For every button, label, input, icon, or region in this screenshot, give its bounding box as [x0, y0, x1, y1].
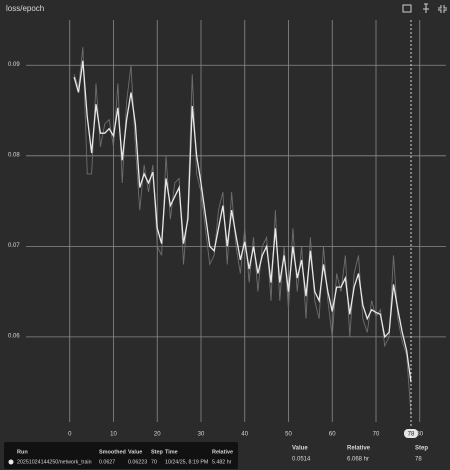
readout-header: Step — [415, 446, 428, 452]
y-tick-label: 0.07 — [8, 243, 20, 249]
x-tick-label: 10 — [110, 432, 117, 438]
expand-icon[interactable] — [438, 5, 447, 13]
chart-title: loss/epoch — [6, 4, 44, 13]
x-tick-label: 80 — [416, 432, 423, 438]
readout-value: 78 — [415, 457, 422, 463]
x-tick-label: 0 — [68, 432, 72, 438]
x-tick-label: 20 — [154, 432, 161, 438]
tooltip-header: Relative — [212, 449, 233, 455]
cursor-label: 78 — [408, 432, 415, 438]
readout-value: 0.0514 — [292, 457, 311, 463]
y-tick-label: 0.09 — [8, 62, 20, 68]
fullscreen-icon[interactable] — [402, 4, 412, 13]
tooltip-header: Step — [151, 449, 164, 455]
tooltip-cell: 5.482 hr — [212, 459, 232, 465]
line-series — [73, 60, 412, 383]
x-tick-label: 50 — [285, 432, 292, 438]
readout-value: 6.068 hr — [347, 457, 369, 463]
x-tick-label: 40 — [241, 432, 248, 438]
tooltip-box — [4, 442, 238, 469]
tooltip-header: Smoothed — [99, 449, 126, 455]
pin-icon[interactable] — [423, 3, 429, 13]
tooltip-header: Run — [17, 449, 28, 455]
y-tick-label: 0.08 — [8, 152, 20, 158]
readout-header: Relative — [347, 446, 371, 452]
tooltip-header: Value — [128, 449, 142, 455]
cursor-badge — [404, 429, 418, 438]
toolbar — [402, 3, 447, 13]
x-tick-label: 30 — [198, 432, 205, 438]
tooltip-cell: 70 — [151, 459, 157, 465]
tooltip-cell: 0.06223 — [128, 459, 147, 465]
tooltip-cell: 10/24/25, 8:19 PM — [165, 459, 208, 465]
y-tick-label: 0.06 — [8, 333, 20, 339]
tooltip-cell: 20251024144250/network_train — [17, 459, 92, 465]
tooltip-cell: 0.0627 — [99, 459, 115, 465]
readout-header: Value — [292, 446, 308, 452]
tooltip-header: Time — [165, 449, 178, 455]
x-tick-label: 70 — [373, 432, 380, 438]
tooltip: Run20251024144250/network_trainSmoothed0… — [4, 442, 238, 469]
run-swatch — [8, 459, 14, 465]
x-tick-label: 60 — [329, 432, 336, 438]
